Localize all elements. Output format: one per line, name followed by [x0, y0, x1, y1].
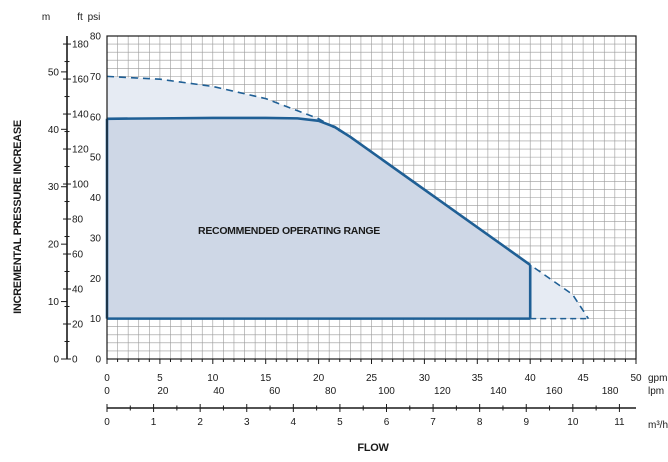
unit-label-lpm: lpm — [648, 386, 664, 397]
x-tick-label-m3h: 6 — [384, 417, 390, 428]
y-tick-label-psi: 40 — [90, 193, 102, 204]
x-tick-label-m3h: 5 — [337, 417, 343, 428]
x-tick-label-lpm: 120 — [434, 386, 451, 397]
y-tick-label-m: 30 — [48, 182, 60, 193]
x-tick-label-lpm: 140 — [490, 386, 507, 397]
y-tick-label-psi: 50 — [90, 153, 102, 164]
x-tick-label-gpm: 15 — [260, 373, 272, 384]
unit-label-psi: psi — [88, 12, 101, 23]
y-tick-label-ft: 140 — [72, 110, 89, 121]
x-tick-label-gpm: 25 — [366, 373, 378, 384]
x-tick-label-lpm: 80 — [325, 386, 337, 397]
unit-label-m3h: m³/h — [648, 420, 668, 431]
y-tick-label-ft: 40 — [72, 285, 84, 296]
y-tick-label-psi: 80 — [90, 32, 102, 43]
x-tick-label-m3h: 0 — [104, 417, 110, 428]
recommended-operating-area — [107, 117, 531, 319]
y-tick-label-ft: 20 — [72, 320, 84, 331]
y-axis-title: INCREMENTAL PRESSURE INCREASE — [12, 120, 24, 314]
x-tick-label-gpm: 5 — [157, 373, 163, 384]
x-tick-label-m3h: 3 — [244, 417, 250, 428]
solid-recommended-curve — [106, 116, 531, 266]
unit-label-m: m — [42, 12, 50, 23]
x-tick-label-m3h: 2 — [197, 417, 203, 428]
x-tick-label-lpm: 60 — [269, 386, 281, 397]
y-tick-label-ft: 120 — [72, 145, 89, 156]
y-tick-label-psi: 0 — [95, 355, 101, 366]
x-tick-label-lpm: 100 — [378, 386, 395, 397]
x-tick-label-gpm: 0 — [104, 373, 110, 384]
y-tick-label-psi: 60 — [90, 112, 102, 123]
areas — [107, 76, 589, 319]
x-tick-label-gpm: 50 — [630, 373, 642, 384]
x-tick-label-m3h: 9 — [523, 417, 529, 428]
unit-label-ft: ft — [77, 12, 83, 23]
y-tick-label-ft: 160 — [72, 75, 89, 86]
x-tick-label-gpm: 35 — [472, 373, 484, 384]
labels: m ft psi gpm lpm m³/h FLOW INCREMENTAL P… — [12, 12, 668, 454]
x-tick-label-lpm: 40 — [213, 386, 225, 397]
x-tick-label-m3h: 10 — [567, 417, 579, 428]
y-tick-label-psi: 30 — [90, 233, 102, 244]
axes: 0102030405060708002040608010012014016018… — [48, 32, 642, 429]
x-tick-label-lpm: 160 — [546, 386, 563, 397]
y-tick-label-psi: 10 — [90, 314, 102, 325]
x-tick-label-lpm: 180 — [602, 386, 619, 397]
unit-label-gpm: gpm — [648, 373, 667, 384]
y-tick-label-m: 50 — [48, 67, 60, 78]
y-tick-label-m: 10 — [48, 297, 60, 308]
x-tick-label-lpm: 0 — [104, 386, 110, 397]
x-tick-label-gpm: 30 — [419, 373, 431, 384]
y-tick-label-ft: 0 — [72, 355, 78, 366]
x-tick-label-m3h: 1 — [151, 417, 157, 428]
x-tick-label-gpm: 45 — [578, 373, 590, 384]
y-tick-label-psi: 70 — [90, 72, 102, 83]
y-tick-label-ft: 180 — [72, 40, 89, 51]
x-tick-label-m3h: 8 — [477, 417, 483, 428]
x-tick-label-gpm: 10 — [207, 373, 219, 384]
y-tick-label-m: 40 — [48, 125, 60, 136]
x-tick-label-m3h: 11 — [614, 417, 625, 428]
x-tick-label-lpm: 20 — [157, 386, 169, 397]
y-tick-label-ft: 80 — [72, 215, 84, 226]
x-tick-label-m3h: 4 — [291, 417, 297, 428]
y-tick-label-ft: 60 — [72, 250, 84, 261]
y-tick-label-m: 0 — [53, 355, 59, 366]
y-tick-label-m: 20 — [48, 240, 60, 251]
operating-range-label: RECOMMENDED OPERATING RANGE — [198, 225, 380, 237]
x-tick-label-gpm: 20 — [313, 373, 325, 384]
x-tick-label-gpm: 40 — [525, 373, 537, 384]
x-axis-title: FLOW — [357, 442, 389, 454]
y-tick-label-ft: 100 — [72, 180, 89, 191]
y-tick-label-psi: 20 — [90, 274, 102, 285]
x-tick-label-m3h: 7 — [430, 417, 436, 428]
